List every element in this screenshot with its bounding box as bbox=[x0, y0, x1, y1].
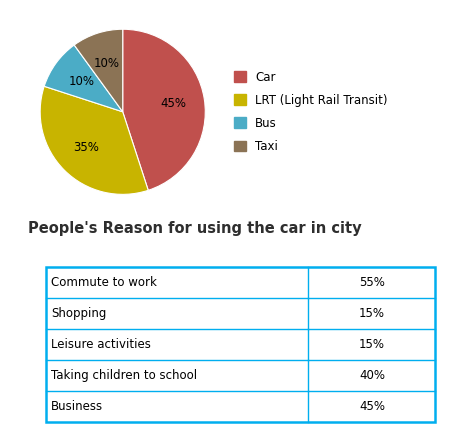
Bar bbox=[46, 267, 435, 422]
Text: 15%: 15% bbox=[359, 338, 385, 351]
Text: Leisure activities: Leisure activities bbox=[51, 338, 151, 351]
Legend: Car, LRT (Light Rail Transit), Bus, Taxi: Car, LRT (Light Rail Transit), Bus, Taxi bbox=[231, 67, 391, 157]
Text: People's Reason for using the car in city: People's Reason for using the car in cit… bbox=[27, 221, 361, 237]
Text: 40%: 40% bbox=[359, 369, 385, 382]
Text: Shopping: Shopping bbox=[51, 307, 107, 320]
Text: 55%: 55% bbox=[359, 276, 385, 289]
Text: Taking children to school: Taking children to school bbox=[51, 369, 197, 382]
Text: 35%: 35% bbox=[74, 141, 100, 154]
Text: 45%: 45% bbox=[160, 97, 186, 110]
Text: 10%: 10% bbox=[68, 75, 94, 88]
Text: 15%: 15% bbox=[359, 307, 385, 320]
Text: 45%: 45% bbox=[359, 400, 385, 413]
Wedge shape bbox=[123, 29, 205, 190]
Wedge shape bbox=[40, 86, 148, 194]
Text: Commute to work: Commute to work bbox=[51, 276, 157, 289]
Wedge shape bbox=[44, 45, 123, 112]
Text: 10%: 10% bbox=[94, 57, 120, 70]
Wedge shape bbox=[74, 29, 123, 112]
Text: Business: Business bbox=[51, 400, 103, 413]
